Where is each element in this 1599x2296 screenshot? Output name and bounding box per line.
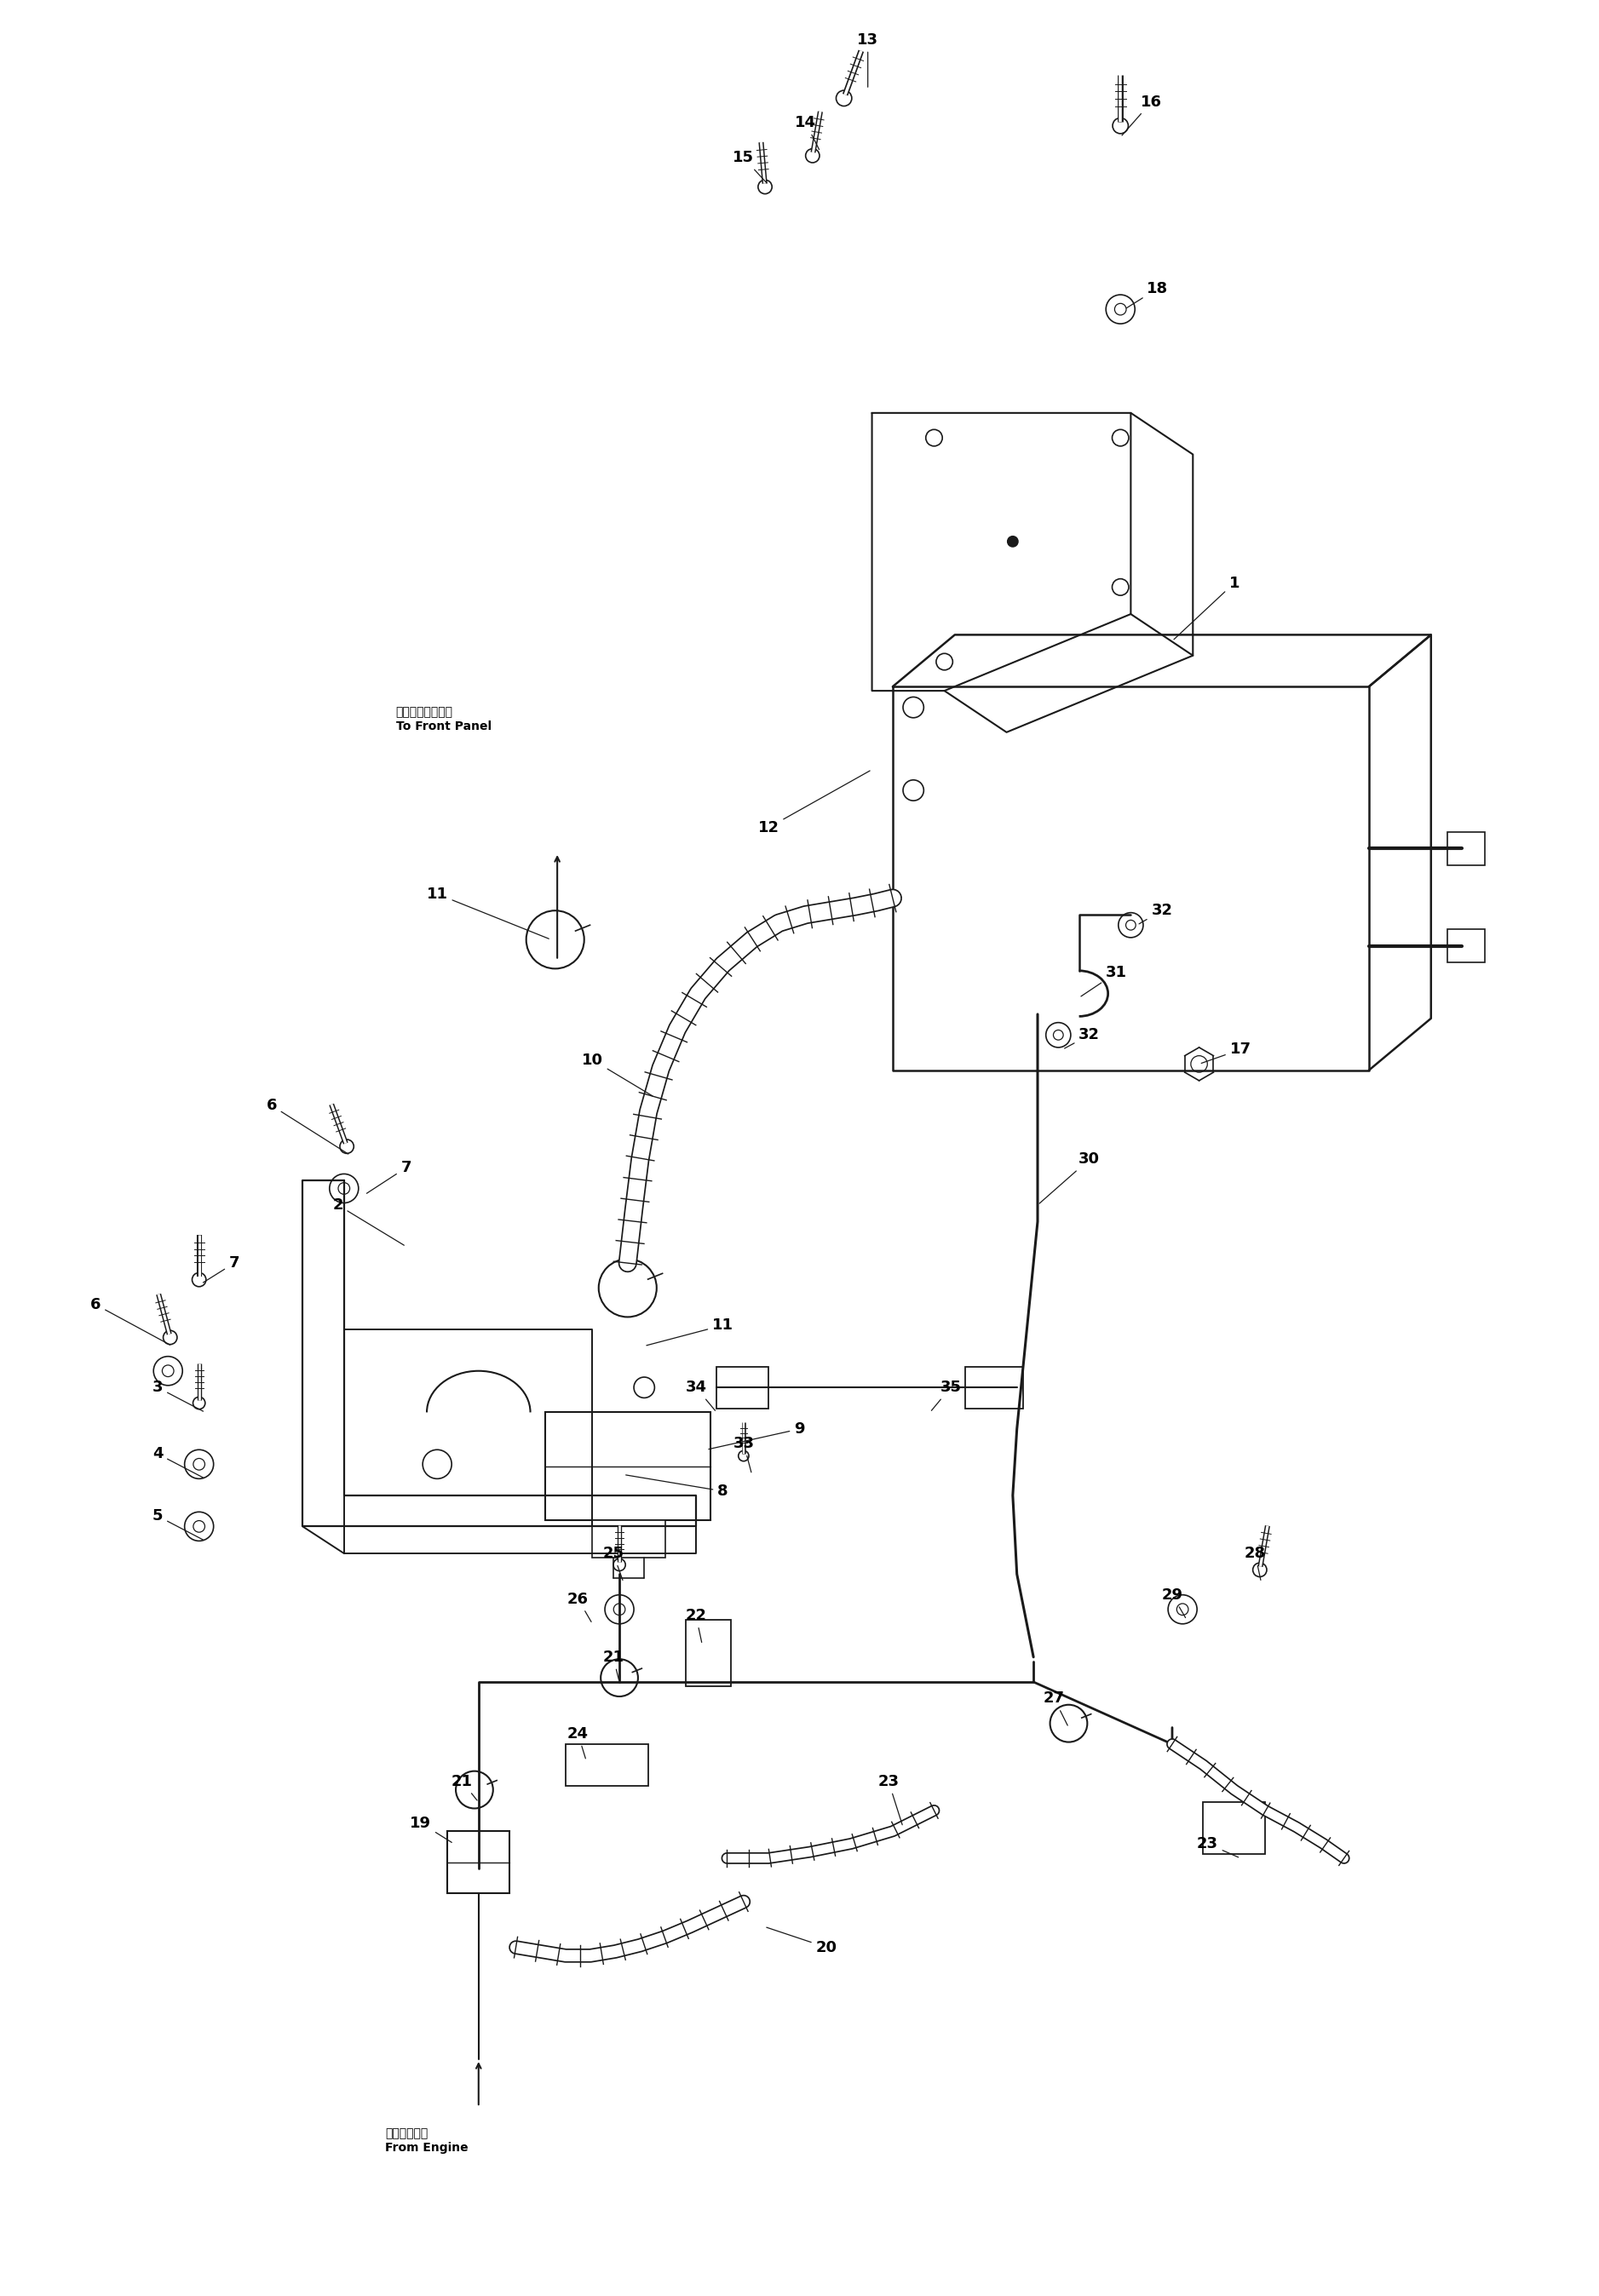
Text: 21: 21 <box>451 1775 477 1800</box>
Circle shape <box>614 1603 625 1614</box>
Circle shape <box>1177 1603 1188 1614</box>
Text: 24: 24 <box>568 1727 588 1759</box>
Circle shape <box>614 1559 625 1570</box>
Circle shape <box>1167 1596 1198 1623</box>
Text: 6: 6 <box>265 1097 349 1155</box>
Text: 26: 26 <box>568 1591 592 1621</box>
Text: 20: 20 <box>766 1926 836 1954</box>
Text: 3: 3 <box>152 1380 203 1412</box>
Circle shape <box>193 1396 205 1410</box>
Text: 23: 23 <box>1196 1837 1238 1857</box>
Text: 31: 31 <box>1081 964 1127 996</box>
Text: 16: 16 <box>1122 94 1162 135</box>
Circle shape <box>184 1449 214 1479</box>
Circle shape <box>1118 912 1143 937</box>
Text: 5: 5 <box>152 1508 203 1541</box>
Bar <box>448 1832 510 1894</box>
Text: 35: 35 <box>932 1380 961 1410</box>
Circle shape <box>1191 1056 1207 1072</box>
Circle shape <box>1007 537 1019 546</box>
Circle shape <box>598 1258 657 1318</box>
Circle shape <box>193 1520 205 1531</box>
Text: 8: 8 <box>625 1474 728 1499</box>
Text: 17: 17 <box>1201 1042 1250 1063</box>
Text: 7: 7 <box>366 1159 411 1194</box>
Bar <box>593 1520 665 1557</box>
Text: 10: 10 <box>582 1052 652 1095</box>
Text: 32: 32 <box>1138 902 1172 923</box>
Text: 11: 11 <box>646 1318 734 1345</box>
Circle shape <box>1113 579 1129 595</box>
Text: フロントパネルへ
To Front Panel: フロントパネルへ To Front Panel <box>397 707 491 732</box>
Circle shape <box>184 1511 214 1541</box>
Text: 6: 6 <box>90 1297 169 1345</box>
Text: 15: 15 <box>732 149 768 184</box>
Text: 7: 7 <box>203 1256 240 1283</box>
Bar <box>1447 930 1485 962</box>
Bar <box>545 1412 710 1520</box>
Text: 18: 18 <box>1127 280 1169 308</box>
Circle shape <box>456 1770 492 1809</box>
Text: 23: 23 <box>878 1775 902 1825</box>
Text: 33: 33 <box>732 1435 755 1472</box>
Circle shape <box>1113 429 1129 445</box>
Text: 30: 30 <box>1039 1153 1100 1203</box>
Circle shape <box>758 179 772 193</box>
Circle shape <box>1126 921 1135 930</box>
Circle shape <box>154 1357 182 1384</box>
Circle shape <box>1051 1704 1087 1743</box>
Circle shape <box>526 912 584 969</box>
Text: 19: 19 <box>409 1816 453 1841</box>
Circle shape <box>604 1596 633 1623</box>
Bar <box>686 1619 731 1685</box>
Circle shape <box>161 1366 174 1378</box>
Text: エンジンから
From Engine: エンジンから From Engine <box>385 2128 469 2154</box>
Text: 9: 9 <box>708 1421 804 1449</box>
Bar <box>1447 831 1485 866</box>
Bar <box>566 1745 648 1786</box>
Circle shape <box>1107 294 1135 324</box>
Circle shape <box>935 654 953 670</box>
Text: 34: 34 <box>686 1380 715 1410</box>
Circle shape <box>1054 1031 1063 1040</box>
Circle shape <box>1113 117 1129 133</box>
Text: 1: 1 <box>1174 576 1239 638</box>
Circle shape <box>601 1660 638 1697</box>
Text: 22: 22 <box>686 1607 707 1642</box>
Text: 12: 12 <box>758 771 870 836</box>
Circle shape <box>192 1272 206 1286</box>
Text: 2: 2 <box>333 1196 405 1244</box>
Circle shape <box>422 1449 451 1479</box>
Circle shape <box>836 90 852 106</box>
Text: 13: 13 <box>857 32 878 87</box>
Text: 29: 29 <box>1161 1587 1185 1619</box>
Circle shape <box>329 1173 358 1203</box>
Text: 14: 14 <box>795 115 819 149</box>
Circle shape <box>1254 1564 1266 1577</box>
Circle shape <box>739 1451 748 1460</box>
Text: 11: 11 <box>427 886 548 939</box>
Bar <box>966 1366 1023 1407</box>
Circle shape <box>163 1329 177 1345</box>
Circle shape <box>339 1182 350 1194</box>
Text: 32: 32 <box>1065 1026 1100 1049</box>
Circle shape <box>903 781 924 801</box>
Circle shape <box>193 1458 205 1469</box>
Circle shape <box>1115 303 1126 315</box>
Text: 4: 4 <box>152 1446 203 1479</box>
Circle shape <box>926 429 942 445</box>
Circle shape <box>341 1139 353 1153</box>
Bar <box>1202 1802 1265 1855</box>
Text: 25: 25 <box>603 1545 624 1580</box>
Circle shape <box>633 1378 654 1398</box>
Text: 21: 21 <box>603 1649 624 1681</box>
Circle shape <box>806 149 820 163</box>
Text: 28: 28 <box>1244 1545 1266 1580</box>
Circle shape <box>1046 1022 1071 1047</box>
Bar <box>716 1366 769 1407</box>
Circle shape <box>903 698 924 719</box>
Text: 27: 27 <box>1044 1690 1068 1724</box>
